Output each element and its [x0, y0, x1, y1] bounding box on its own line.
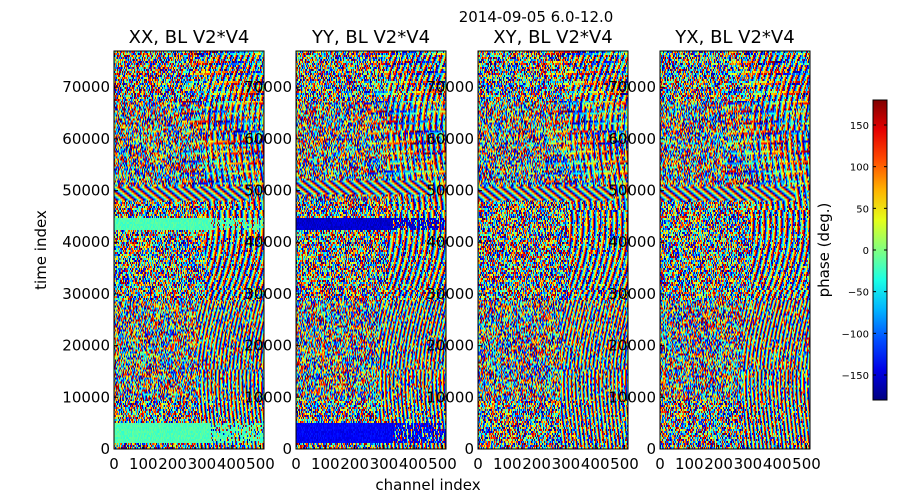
phase-raster — [296, 51, 446, 449]
y-tick-label: 60000 — [426, 130, 474, 148]
y-tick-label: 40000 — [426, 233, 474, 251]
y-tick-label: 20000 — [426, 337, 474, 355]
x-tick-label: 200 — [522, 455, 551, 473]
panel-group: XX, BL V2*V40 100 200 300 400 500010000200003… — [62, 27, 821, 473]
y-tick-label: 70000 — [608, 78, 656, 96]
panel-yy: YY, BL V2*V40 100 200 300 400 500010000200003… — [244, 27, 457, 473]
y-tick-label: 40000 — [608, 233, 656, 251]
y-tick-label: 40000 — [62, 233, 110, 251]
colorbar-tick-label: −50 — [848, 288, 869, 299]
panel-frame — [659, 50, 811, 450]
y-tick-label: 40000 — [244, 233, 292, 251]
y-tick-label: 30000 — [244, 285, 292, 303]
phase-raster — [660, 51, 810, 449]
panel-frame — [113, 50, 265, 450]
y-tick-label: 10000 — [62, 388, 110, 406]
panel-xy: XY, BL V2*V40 100 200 300 400 500010000200003… — [426, 27, 639, 473]
y-tick-label: 10000 — [608, 388, 656, 406]
x-tick-label: 400 — [399, 455, 428, 473]
panel-xx: XX, BL V2*V4 0 100 200 300 400 500 0 10000 20000 3… — [62, 27, 275, 473]
y-tick-label: 20000 — [62, 337, 110, 355]
x-tick-label: 200 — [158, 455, 187, 473]
y-tick-label: 50000 — [426, 182, 474, 200]
x-tick-label: 200 — [704, 455, 733, 473]
x-tick-label: 200 — [340, 455, 369, 473]
panel-title: XY, BL V2*V4 — [493, 27, 612, 48]
colorbar-tick-label: 50 — [856, 204, 869, 215]
colorbar-tick-label: 150 — [850, 121, 869, 132]
colorbar-tick-label: −100 — [842, 329, 869, 340]
x-axis-label: channel index — [375, 476, 480, 494]
x-tick-label: 400 — [217, 455, 246, 473]
x-tick-label: 500 — [246, 455, 275, 473]
x-tick-label: 100 — [675, 455, 704, 473]
y-tick-label: 70000 — [244, 78, 292, 96]
y-tick-label: 30000 — [426, 285, 474, 303]
phase-raster — [114, 51, 264, 449]
y-tick-label: 50000 — [62, 182, 110, 200]
y-tick-label: 70000 — [426, 78, 474, 96]
colorbar-tick-label: 100 — [850, 163, 869, 174]
y-tick-label: 60000 — [608, 130, 656, 148]
y-tick-label: 20000 — [244, 337, 292, 355]
x-tick-label: 0 — [655, 455, 665, 473]
x-tick-label: 500 — [428, 455, 457, 473]
y-tick-label: 60000 — [244, 130, 292, 148]
x-tick-label: 300 — [188, 455, 217, 473]
y-tick-label: 0 — [100, 440, 110, 458]
x-tick-label: 400 — [763, 455, 792, 473]
x-tick-label: 100 — [311, 455, 340, 473]
y-tick-label: 50000 — [244, 182, 292, 200]
panel-frame — [295, 50, 447, 450]
y-axis-label: time index — [32, 210, 50, 290]
y-tick-label: 0 — [464, 440, 474, 458]
panel-title: YX, BL V2*V4 — [674, 27, 794, 48]
x-tick-label: 100 — [129, 455, 158, 473]
y-tick-label: 0 — [282, 440, 292, 458]
phase-raster — [478, 51, 628, 449]
colorbar: −150 −100 −50 0 50 100 150 phase (deg.) — [815, 99, 888, 401]
y-tick-label: 10000 — [244, 388, 292, 406]
panel-yx: YX, BL V2*V40 100 200 300 400 500010000200003… — [608, 27, 821, 473]
x-tick-label: 300 — [734, 455, 763, 473]
y-tick-label: 60000 — [62, 130, 110, 148]
y-tick-label: 10000 — [426, 388, 474, 406]
panel-frame — [477, 50, 629, 450]
colorbar-label: phase (deg.) — [815, 203, 833, 298]
y-tick-label: 30000 — [608, 285, 656, 303]
x-tick-label: 300 — [552, 455, 581, 473]
y-tick-label: 20000 — [608, 337, 656, 355]
x-tick-label: 500 — [792, 455, 821, 473]
y-tick-label: 50000 — [608, 182, 656, 200]
x-tick-label: 500 — [610, 455, 639, 473]
colorbar-tick-label: −150 — [842, 371, 869, 382]
panel-title: XX, BL V2*V4 — [129, 27, 250, 48]
x-tick-label: 300 — [370, 455, 399, 473]
y-tick-label: 0 — [646, 440, 656, 458]
panel-title: YY, BL V2*V4 — [311, 27, 430, 48]
y-tick-label: 30000 — [62, 285, 110, 303]
y-tick-label: 70000 — [62, 78, 110, 96]
x-tick-label: 0 — [291, 455, 301, 473]
x-tick-label: 0 — [473, 455, 483, 473]
x-tick-label: 0 — [109, 455, 119, 473]
figure-suptitle: 2014-09-05 6.0-12.0 — [459, 8, 614, 26]
x-tick-label: 400 — [581, 455, 610, 473]
colorbar-tick-label: 0 — [863, 246, 869, 257]
x-tick-label: 100 — [493, 455, 522, 473]
